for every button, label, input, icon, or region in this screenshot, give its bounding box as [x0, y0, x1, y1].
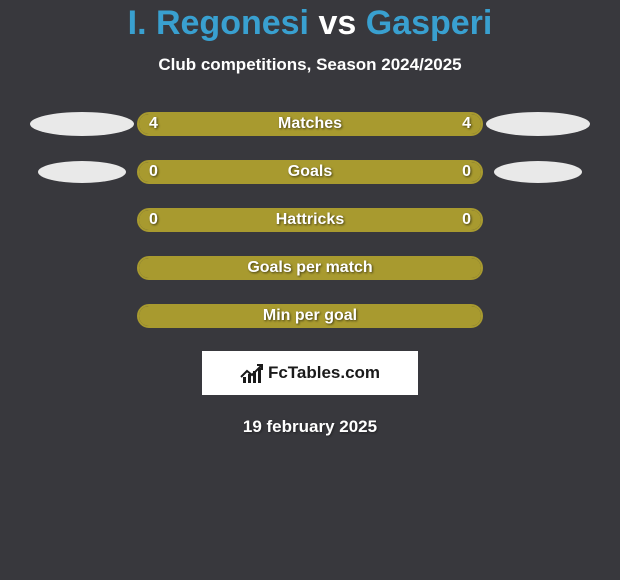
stat-bar: 4 4 Matches — [137, 112, 483, 136]
left-badge-slot — [27, 161, 137, 183]
team-badge-icon — [494, 161, 582, 183]
right-badge-slot — [483, 161, 593, 183]
bar-fill-left — [139, 162, 310, 182]
date-text: 19 february 2025 — [0, 417, 620, 437]
team-badge-icon — [30, 112, 134, 136]
right-badge-slot — [483, 112, 593, 136]
left-badge-slot — [27, 112, 137, 136]
team-badge-icon — [38, 161, 126, 183]
stat-label: Goals per match — [247, 259, 372, 277]
stat-label: Matches — [278, 115, 342, 133]
stat-value-left: 4 — [149, 115, 158, 133]
stat-row: Goals per match — [0, 255, 620, 281]
page-title: I. Regonesi vs Gasperi — [0, 4, 620, 43]
stat-value-right: 0 — [462, 211, 471, 229]
stat-bar: 0 0 Goals — [137, 160, 483, 184]
stat-label: Hattricks — [276, 211, 344, 229]
player1-name: I. Regonesi — [128, 4, 309, 42]
logo-text: FcTables.com — [268, 363, 380, 383]
logo-icon — [240, 363, 264, 383]
player2-name: Gasperi — [366, 4, 493, 42]
comparison-container: I. Regonesi vs Gasperi Club competitions… — [0, 0, 620, 437]
stat-value-left: 0 — [149, 211, 158, 229]
team-badge-icon — [486, 112, 590, 136]
bar-fill-right — [310, 162, 481, 182]
vs-text: vs — [318, 4, 356, 42]
logo-box: FcTables.com — [202, 351, 418, 395]
stat-label: Goals — [288, 163, 332, 181]
stat-bar: Min per goal — [137, 304, 483, 328]
stat-value-left: 0 — [149, 163, 158, 181]
stat-bar: Goals per match — [137, 256, 483, 280]
stat-rows: 4 4 Matches 0 0 Goals 0 0 Hattricks Goals per mat… — [0, 111, 620, 329]
stat-row: Min per goal — [0, 303, 620, 329]
stat-row: 0 0 Hattricks — [0, 207, 620, 233]
stat-value-right: 0 — [462, 163, 471, 181]
stat-row: 4 4 Matches — [0, 111, 620, 137]
stat-row: 0 0 Goals — [0, 159, 620, 185]
stat-label: Min per goal — [263, 307, 357, 325]
stat-bar: 0 0 Hattricks — [137, 208, 483, 232]
subtitle: Club competitions, Season 2024/2025 — [0, 55, 620, 75]
stat-value-right: 4 — [462, 115, 471, 133]
